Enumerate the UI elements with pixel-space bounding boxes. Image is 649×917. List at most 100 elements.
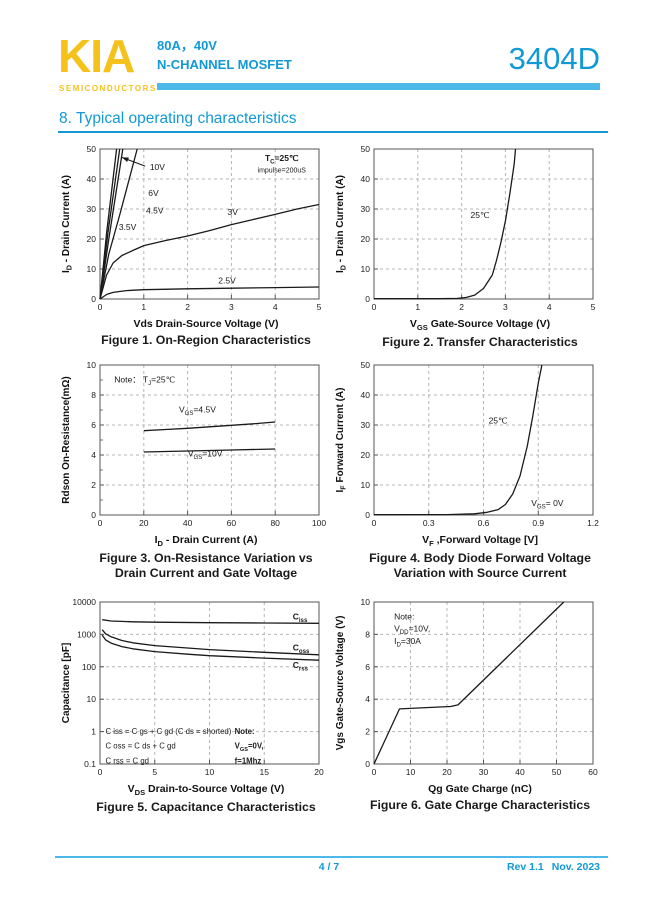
kia-logo-subtext: SEMICONDUCTORS	[59, 84, 157, 93]
svg-text:10: 10	[406, 767, 416, 777]
svg-text:2: 2	[91, 480, 96, 490]
figure-1-series-vgs-4.5v	[99, 148, 124, 300]
svg-text:80: 80	[270, 518, 280, 528]
svg-text:1: 1	[141, 302, 146, 312]
svg-text:10V: 10V	[150, 162, 165, 172]
figure-4: 0 0.3 0.6 0.9 1.2 0 10 20 30 40 50 25℃ VGS= 0V IF For…	[330, 357, 602, 581]
svg-text:1: 1	[415, 302, 420, 312]
svg-text:3: 3	[503, 302, 508, 312]
figure-1-canvas: 0 1 2 3 4 5 0 10 20 30 40 50 TC=25℃ impulse=200uS 10V 6…	[56, 141, 328, 318]
svg-text:30: 30	[479, 767, 489, 777]
figure-2: 0 1 2 3 4 5 0 10 20 30 40 50 25℃ ID - Drain Current (…	[330, 141, 602, 350]
figure-1-caption: Figure 1. On-Region Characteristics	[84, 333, 328, 348]
svg-text:Capacitance [pF]: Capacitance [pF]	[61, 643, 72, 724]
svg-text:6: 6	[91, 420, 96, 430]
svg-text:IF Forward Current (A): IF Forward Current (A)	[335, 388, 348, 493]
svg-text:2: 2	[185, 302, 190, 312]
svg-text:5: 5	[152, 767, 157, 777]
svg-text:ID - Drain Current (A): ID - Drain Current (A)	[61, 175, 74, 273]
figure-1-arrowhead	[121, 157, 129, 162]
figure-2-series-25c	[374, 148, 517, 300]
svg-text:40: 40	[183, 518, 193, 528]
figure-5-xlabel: VDS Drain-to-Source Voltage (V)	[127, 783, 285, 798]
svg-text:2.5V: 2.5V	[218, 275, 236, 285]
figure-5: 0 5 10 15 20 0.1 1 10 100 1000 10000 Ciss Coss Crss C …	[56, 594, 328, 815]
svg-text:20: 20	[361, 234, 371, 244]
svg-text:0: 0	[365, 759, 370, 769]
svg-text:0: 0	[365, 510, 370, 520]
figure-4-caption: Figure 4. Body Diode Forward Voltage Vari…	[358, 551, 602, 581]
figure-1-plot: 0 1 2 3 4 501020304050TC=25℃impulse=200uS10V6…	[61, 144, 322, 312]
figure-4-caption-line: Variation with Source Current	[393, 566, 567, 581]
svg-text:C oss = C ds + C gd: C oss = C ds + C gd	[105, 742, 175, 751]
figure-6-series-gate-charge	[373, 601, 565, 765]
svg-text:VGS=4.5V: VGS=4.5V	[179, 404, 216, 417]
svg-text:10: 10	[361, 264, 371, 274]
svg-text:4: 4	[91, 450, 96, 460]
svg-text:10000: 10000	[72, 597, 96, 607]
svg-text:0: 0	[365, 294, 370, 304]
figure-5-plot: 0 5 10 15 20 0.1 1 10 100 1000 10000 Ciss Coss Crss C …	[61, 597, 324, 777]
svg-text:25℃: 25℃	[470, 210, 489, 220]
svg-text:4: 4	[273, 302, 278, 312]
svg-text:10: 10	[361, 480, 371, 490]
figure-5-series-crss	[101, 634, 320, 661]
svg-text:20: 20	[442, 767, 452, 777]
revision-date: Nov. 2023	[551, 861, 600, 873]
figure-2-caption-line: Figure 2. Transfer Characteristics	[382, 335, 578, 350]
svg-text:100: 100	[82, 662, 96, 672]
svg-text:Note:: Note:	[235, 727, 255, 736]
svg-text:4: 4	[547, 302, 552, 312]
svg-text:6V: 6V	[148, 188, 159, 198]
svg-text:0: 0	[91, 510, 96, 520]
svg-text:C rss = C gd: C rss = C gd	[105, 756, 149, 765]
svg-text:1: 1	[91, 727, 96, 737]
figure-2-xlabel: VGS Gate-Source Voltage (V)	[409, 318, 551, 333]
svg-text:50: 50	[361, 360, 371, 370]
svg-text:20: 20	[314, 767, 324, 777]
figure-4-caption-line: Figure 4. Body Diode Forward Voltage	[369, 551, 591, 566]
svg-text:100: 100	[312, 518, 326, 528]
figure-2-canvas: 0 1 2 3 4 5 0 10 20 30 40 50 25℃ ID - Drain Current (…	[330, 141, 602, 318]
svg-text:60: 60	[588, 767, 598, 777]
svg-text:impulse=200uS: impulse=200uS	[258, 167, 307, 174]
svg-text:TC=25℃: TC=25℃	[265, 153, 299, 166]
figure-4-series-25c	[373, 364, 543, 516]
kia-logo: KIA	[58, 30, 135, 82]
svg-text:8: 8	[91, 390, 96, 400]
figure-3-canvas: 0 20 40 60 80 100 0 2 4 6 8 10 Note： TJ=25℃ VGS=4.5V V…	[56, 357, 328, 534]
footer-rule	[55, 856, 608, 858]
svg-text:3.5V: 3.5V	[119, 222, 137, 232]
part-number: 3404D	[508, 41, 600, 76]
svg-text:3V: 3V	[228, 207, 239, 217]
svg-text:5: 5	[591, 302, 596, 312]
svg-text:0: 0	[372, 302, 377, 312]
svg-text:Coss: Coss	[293, 642, 310, 655]
figure-1-caption-line: Figure 1. On-Region Characteristics	[101, 333, 311, 347]
figure-3-xlabel: ID - Drain Current (A)	[154, 534, 258, 549]
svg-text:ID - Drain Current (A): ID - Drain Current (A)	[335, 175, 348, 273]
figure-1-series-vgs-2.5v	[99, 286, 320, 300]
figure-3-caption-line: Drain Current and Gate Voltage	[114, 566, 298, 581]
figure-6-xlabel: Qg Gate Charge (nC)	[428, 783, 532, 795]
svg-text:Ciss: Ciss	[293, 611, 308, 624]
page-number: 4 / 7	[318, 861, 340, 873]
figure-6-canvas: 0 10 20 30 40 50 60 0 2 4 6 8 10 Note: VDD=10V, ID=30A V…	[330, 594, 602, 783]
section-title: 8. Typical operating characteristics	[59, 110, 297, 127]
svg-text:20: 20	[361, 450, 371, 460]
svg-text:30: 30	[361, 420, 371, 430]
svg-text:f=1Mhz: f=1Mhz	[235, 756, 262, 765]
svg-text:1000: 1000	[77, 629, 96, 639]
figure-4-xlabel: VF ,Forward Voltage [V]	[422, 534, 538, 549]
header-rule-bar	[157, 83, 600, 90]
figure-3-plot: 0 20 40 60 80 100 0 2 4 6 8 10 Note： TJ=25℃ VGS=4.5V V…	[61, 360, 326, 528]
svg-text:0.6: 0.6	[478, 518, 490, 528]
figure-1-series-vgs-3.5v	[99, 148, 138, 300]
figure-4-canvas: 0 0.3 0.6 0.9 1.2 0 10 20 30 40 50 25℃ VGS= 0V IF For…	[330, 357, 602, 534]
svg-text:20: 20	[139, 518, 149, 528]
figure-6: 0 10 20 30 40 50 60 0 2 4 6 8 10 Note: VDD=10V, ID=30A V…	[330, 594, 602, 813]
svg-text:50: 50	[87, 144, 97, 154]
figure-2-caption: Figure 2. Transfer Characteristics	[358, 335, 602, 350]
device-summary: 80A，40V N-CHANNEL MOSFET	[157, 36, 292, 74]
